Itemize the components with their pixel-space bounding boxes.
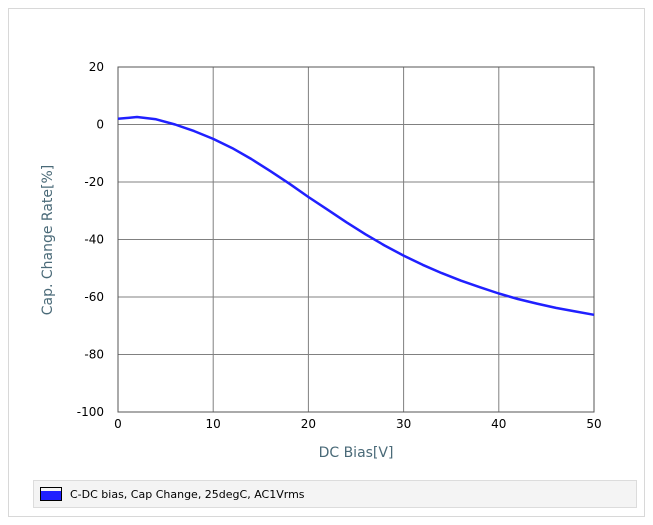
x-tick-label: 40 [491,417,506,431]
y-tick-label: 20 [89,60,104,74]
chart-frame [8,8,645,517]
y-tick-label: 0 [96,118,104,132]
y-tick-label: -100 [77,405,104,419]
grid [117,66,595,413]
series-group [117,115,595,317]
x-tick-label: 10 [206,417,221,431]
y-tick-label: -60 [84,290,104,304]
y-tick-label: -80 [84,348,104,362]
y-tick-label: -20 [84,175,104,189]
legend-swatch [40,487,62,501]
x-tick-labels: 0 10 20 30 40 50 [114,417,601,431]
x-tick-label: 50 [586,417,601,431]
x-axis-label: DC Bias[V] [319,445,394,461]
x-tick-label: 0 [114,417,122,431]
x-tick-label: 20 [301,417,316,431]
plot-area-border [117,66,595,413]
series-line [117,115,595,317]
y-tick-label: -40 [84,233,104,247]
legend: C-DC bias, Cap Change, 25degC, AC1Vrms [33,480,637,508]
legend-swatch-fill [41,491,61,500]
y-axis-label: Cap. Change Rate[%] [40,165,56,316]
y-tick-labels: 20 0 -20 -40 -60 -80 -100 [77,60,104,419]
x-tick-label: 30 [396,417,411,431]
legend-label: C-DC bias, Cap Change, 25degC, AC1Vrms [70,487,305,501]
